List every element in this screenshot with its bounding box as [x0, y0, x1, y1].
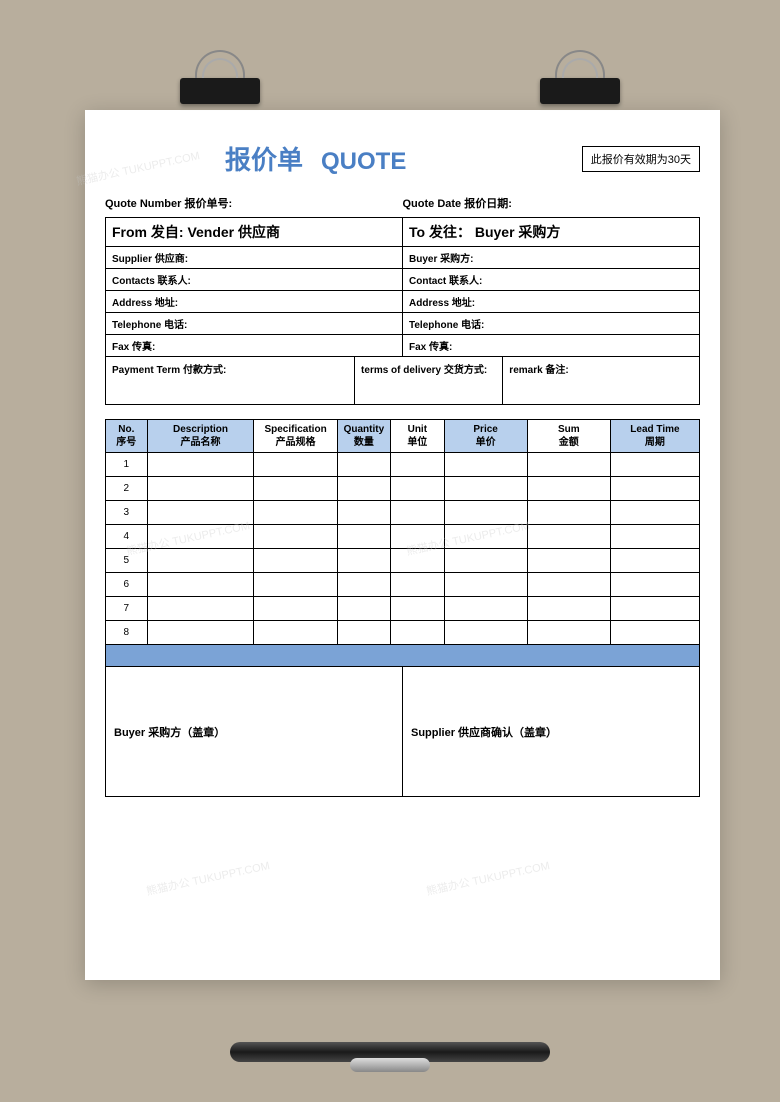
row-number: 5	[106, 549, 148, 573]
totals-bar	[105, 645, 700, 667]
to-header: To 发往： Buyer 采购方	[403, 218, 699, 247]
col-description: Description产品名称	[147, 420, 254, 453]
row-number: 8	[106, 621, 148, 645]
from-column: From 发自: Vender 供应商 Supplier 供应商: Contac…	[106, 218, 403, 356]
binder-clip-right	[530, 78, 630, 138]
from-fax: Fax 传真:	[106, 335, 402, 356]
to-buyer: Buyer 采购方:	[403, 247, 699, 269]
col-leadtime: Lead Time周期	[610, 420, 699, 453]
col-specification: Specification产品规格	[254, 420, 337, 453]
table-row: 5	[106, 549, 700, 573]
table-row: 8	[106, 621, 700, 645]
table-row: 3	[106, 501, 700, 525]
col-no: No.序号	[106, 420, 148, 453]
signature-row: Buyer 采购方（盖章） Supplier 供应商确认（盖章）	[105, 667, 700, 797]
from-supplier: Supplier 供应商:	[106, 247, 402, 269]
watermark: 熊猫办公 TUKUPPT.COM	[145, 857, 271, 899]
to-contact: Contact 联系人:	[403, 269, 699, 291]
document-title: 报价单 QUOTE	[225, 140, 406, 177]
table-row: 2	[106, 477, 700, 501]
title-chinese: 报价单	[225, 140, 303, 177]
quote-document: 报价单 QUOTE 此报价有效期为30天 Quote Number 报价单号: …	[85, 110, 720, 980]
row-number: 1	[106, 453, 148, 477]
remark: remark 备注:	[503, 357, 699, 404]
items-table: No.序号 Description产品名称 Specification产品规格 …	[105, 419, 700, 645]
validity-notice: 此报价有效期为30天	[582, 146, 700, 172]
row-number: 3	[106, 501, 148, 525]
to-telephone: Telephone 电话:	[403, 313, 699, 335]
delivery-term: terms of delivery 交货方式:	[355, 357, 503, 404]
buyer-signature: Buyer 采购方（盖章）	[106, 667, 403, 796]
table-row: 1	[106, 453, 700, 477]
binder-clip-left	[170, 78, 270, 138]
to-address: Address 地址:	[403, 291, 699, 313]
parties-section: From 发自: Vender 供应商 Supplier 供应商: Contac…	[105, 217, 700, 357]
table-row: 6	[106, 573, 700, 597]
meta-row: Quote Number 报价单号: Quote Date 报价日期:	[105, 195, 700, 211]
watermark: 熊猫办公 TUKUPPT.COM	[425, 857, 551, 899]
from-contacts: Contacts 联系人:	[106, 269, 402, 291]
col-unit: Unit单位	[391, 420, 444, 453]
to-fax: Fax 传真:	[403, 335, 699, 356]
col-price: Price单价	[444, 420, 527, 453]
supplier-signature: Supplier 供应商确认（盖章）	[403, 667, 699, 796]
row-number: 7	[106, 597, 148, 621]
table-row: 4	[106, 525, 700, 549]
row-number: 6	[106, 573, 148, 597]
row-number: 2	[106, 477, 148, 501]
payment-term: Payment Term 付款方式:	[106, 357, 355, 404]
terms-row: Payment Term 付款方式: terms of delivery 交货方…	[105, 357, 700, 405]
from-address: Address 地址:	[106, 291, 402, 313]
ink-roller	[230, 1042, 550, 1062]
col-sum: Sum金额	[527, 420, 610, 453]
table-row: 7	[106, 597, 700, 621]
col-quantity: Quantity数量	[337, 420, 390, 453]
quote-number-label: Quote Number 报价单号:	[105, 195, 403, 211]
quote-date-label: Quote Date 报价日期:	[403, 195, 701, 211]
row-number: 4	[106, 525, 148, 549]
from-telephone: Telephone 电话:	[106, 313, 402, 335]
from-header: From 发自: Vender 供应商	[106, 218, 402, 247]
title-english: QUOTE	[321, 148, 406, 176]
to-column: To 发往： Buyer 采购方 Buyer 采购方: Contact 联系人:…	[403, 218, 699, 356]
